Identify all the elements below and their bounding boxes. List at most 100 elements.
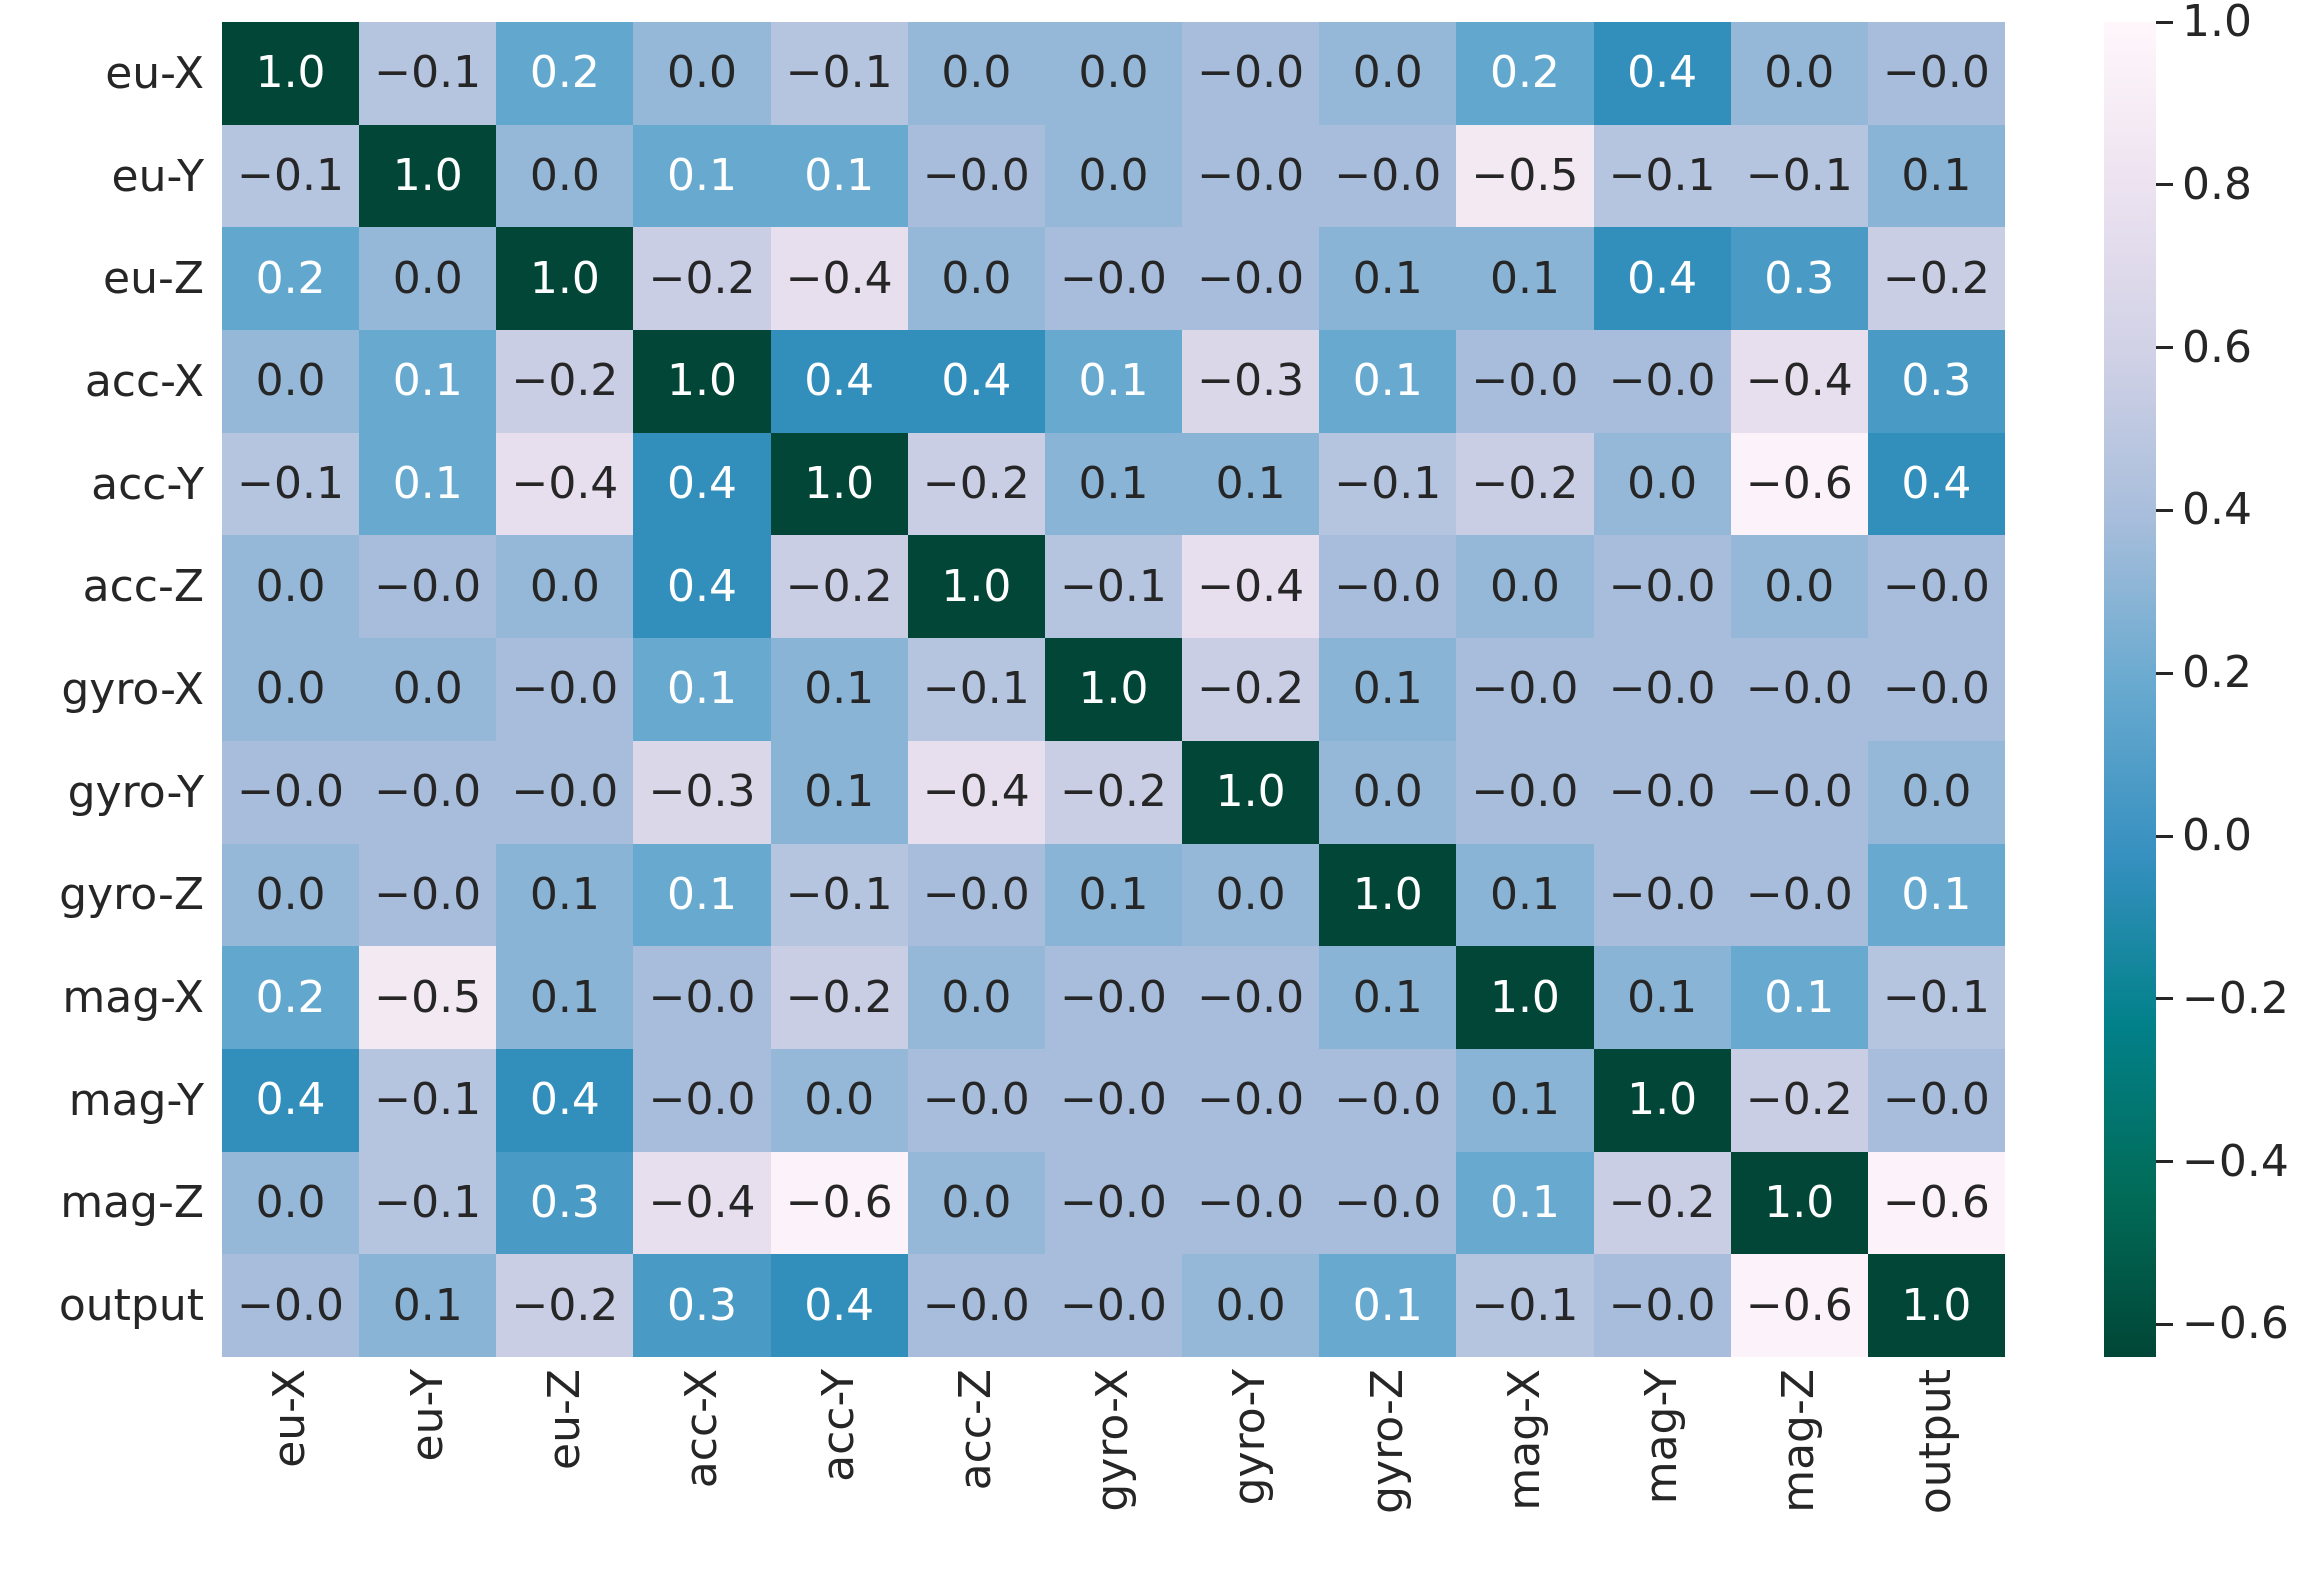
- heatmap-cell: −0.2: [770, 535, 908, 639]
- heatmap-cell: 0.0: [222, 638, 360, 741]
- heatmap-cell: −0.1: [907, 638, 1045, 741]
- heatmap-cell: 0.0: [496, 535, 634, 639]
- heatmap-cell: −0.1: [1593, 124, 1731, 228]
- heatmap-cell: −0.0: [222, 740, 360, 844]
- heatmap-cell: −0.0: [1593, 535, 1731, 639]
- heatmap-cell: −0.0: [1867, 22, 2005, 125]
- x-tick-label: eu-X: [264, 1369, 316, 1468]
- heatmap-cell: −0.0: [359, 535, 497, 639]
- heatmap-cell: 0.1: [1456, 843, 1594, 947]
- colorbar-tick: [2156, 1160, 2173, 1164]
- colorbar-tick: [2156, 1322, 2173, 1326]
- heatmap-cell: −0.0: [1456, 638, 1594, 741]
- heatmap-cell: 0.1: [1319, 330, 1457, 433]
- heatmap-cell: −0.0: [1182, 22, 1320, 125]
- heatmap-cell: −0.4: [1182, 535, 1320, 639]
- heatmap-cell: 0.2: [496, 22, 634, 125]
- heatmap-cell: 0.0: [359, 227, 497, 331]
- heatmap-cell: 0.0: [1730, 22, 1868, 125]
- x-axis-tick-labels: eu-X eu-Y eu-Z acc-X acc-Y acc-Z gyro-X gyro-Y g…: [222, 1369, 2005, 1575]
- heatmap-cell: 0.2: [222, 946, 360, 1049]
- heatmap-cell: −0.0: [1044, 1151, 1183, 1255]
- heatmap-cell: 1.0: [633, 330, 771, 433]
- heatmap-cell: 0.0: [907, 946, 1045, 1049]
- heatmap-cell: −0.0: [1867, 1048, 2005, 1152]
- heatmap-cell: −0.1: [1319, 432, 1457, 536]
- heatmap-cell: −0.1: [1867, 946, 2005, 1049]
- x-tick-label: acc-Z: [950, 1369, 1002, 1491]
- heatmap-cell: −0.5: [359, 946, 497, 1049]
- heatmap-cell: 0.0: [222, 843, 360, 947]
- heatmap-cell: 0.1: [633, 843, 771, 947]
- heatmap-cell: −0.2: [496, 330, 634, 433]
- heatmap-cell: 0.0: [1456, 535, 1594, 639]
- colorbar-tick: [2156, 346, 2173, 350]
- heatmap-cell: 0.1: [1319, 1254, 1457, 1357]
- heatmap-cell: −0.0: [1456, 740, 1594, 844]
- heatmap-cell: 0.1: [1319, 638, 1457, 741]
- heatmap-cell: −0.0: [907, 1254, 1045, 1357]
- colorbar-tick: [2156, 20, 2173, 24]
- x-tick-label: acc-Y: [812, 1369, 864, 1482]
- heatmap-cell: −0.0: [1456, 330, 1594, 433]
- heatmap-cell: −0.6: [1730, 1254, 1868, 1357]
- heatmap-cell: −0.0: [1593, 843, 1731, 947]
- heatmap-cell: 0.1: [1044, 843, 1183, 947]
- heatmap-cell: 1.0: [1730, 1151, 1868, 1255]
- heatmap-cell: 0.3: [496, 1151, 634, 1255]
- heatmap-cell: −0.0: [907, 124, 1045, 228]
- heatmap-cell: 0.0: [1319, 22, 1457, 125]
- heatmap-cell: −0.5: [1456, 124, 1594, 228]
- x-tick-label: mag-X: [1498, 1369, 1550, 1511]
- heatmap-cell: −0.2: [770, 946, 908, 1049]
- heatmap-cell: 1.0: [222, 22, 360, 125]
- x-tick-label: mag-Y: [1635, 1369, 1687, 1505]
- colorbar-tick-label: 0.6: [2182, 321, 2252, 373]
- heatmap-cell: 0.1: [359, 1254, 497, 1357]
- colorbar-tick: [2156, 183, 2173, 187]
- y-axis-tick-labels: eu-X eu-Y eu-Z acc-X acc-Y acc-Z gyro-X gyro-Y g…: [0, 22, 214, 1357]
- heatmap-cell: 0.1: [1730, 946, 1868, 1049]
- heatmap-cell: 1.0: [496, 227, 634, 331]
- y-tick-label: eu-X: [105, 47, 204, 99]
- colorbar-tick: [2156, 671, 2173, 675]
- y-tick-label: gyro-Y: [67, 766, 204, 818]
- heatmap-cell: 0.1: [1867, 124, 2005, 228]
- heatmap-cell: 0.1: [633, 124, 771, 228]
- heatmap-cell: 0.0: [1182, 1254, 1320, 1357]
- heatmap-cell: 0.1: [770, 740, 908, 844]
- heatmap-cell: 0.0: [222, 330, 360, 433]
- heatmap-cell: −0.0: [1730, 843, 1868, 947]
- y-tick-label: acc-Y: [91, 458, 204, 510]
- heatmap-cell: 1.0: [1456, 946, 1594, 1049]
- heatmap-cell: −0.1: [1044, 535, 1183, 639]
- heatmap-cell: 1.0: [770, 432, 908, 536]
- x-tick-label: output: [1910, 1369, 1962, 1515]
- heatmap-cell: −0.2: [1593, 1151, 1731, 1255]
- heatmap-cell: −0.1: [359, 22, 497, 125]
- heatmap-cell: −0.3: [1182, 330, 1320, 433]
- heatmap-cell: 1.0: [1319, 843, 1457, 947]
- heatmap-cell: 0.4: [496, 1048, 634, 1152]
- colorbar-tick-label: 0.4: [2182, 484, 2252, 536]
- heatmap-cell: −0.2: [1456, 432, 1594, 536]
- heatmap-cell: −0.2: [496, 1254, 634, 1357]
- heatmap-cell: 0.4: [1593, 22, 1731, 125]
- heatmap-cell: 0.3: [1730, 227, 1868, 331]
- heatmap-cell: 0.1: [1456, 1151, 1594, 1255]
- x-tick-label: acc-X: [675, 1369, 727, 1489]
- heatmap-cell: −0.0: [1182, 1151, 1320, 1255]
- colorbar-gradient: [2104, 22, 2156, 1357]
- y-tick-label: mag-X: [62, 972, 204, 1024]
- heatmap-cell: −0.6: [1730, 432, 1868, 536]
- heatmap-cell: −0.2: [1044, 740, 1183, 844]
- heatmap-cell: 0.1: [1456, 227, 1594, 331]
- heatmap-cell: −0.0: [496, 740, 634, 844]
- colorbar-tick-label: 1.0: [2182, 0, 2252, 47]
- heatmap-cell: −0.0: [1182, 124, 1320, 228]
- heatmap-cell: 0.0: [907, 227, 1045, 331]
- colorbar-tick-label: −0.4: [2182, 1135, 2289, 1187]
- heatmap-cell: −0.2: [1182, 638, 1320, 741]
- heatmap-cell: 0.1: [1319, 946, 1457, 1049]
- heatmap-cell: −0.1: [222, 124, 360, 228]
